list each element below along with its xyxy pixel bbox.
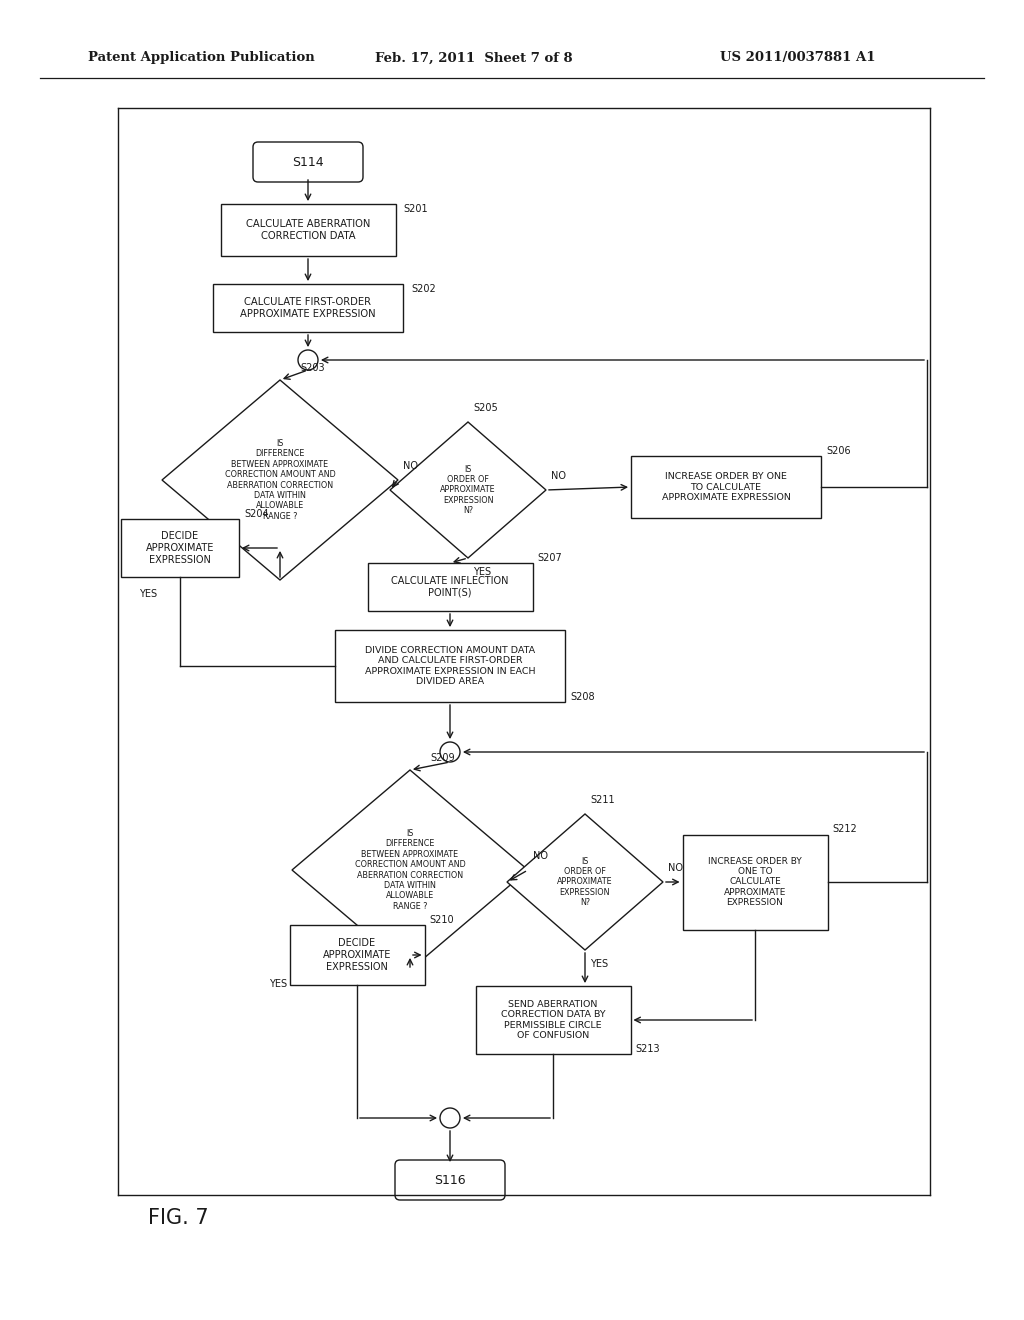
Text: Feb. 17, 2011  Sheet 7 of 8: Feb. 17, 2011 Sheet 7 of 8 — [375, 51, 572, 65]
Bar — [631, 455, 821, 517]
Text: SEND ABERRATION
CORRECTION DATA BY
PERMISSIBLE CIRCLE
OF CONFUSION: SEND ABERRATION CORRECTION DATA BY PERMI… — [501, 1001, 605, 1040]
Bar — [121, 519, 239, 577]
Text: S208: S208 — [570, 692, 595, 702]
Text: YES: YES — [590, 960, 608, 969]
Text: S116: S116 — [434, 1173, 466, 1187]
Text: S209: S209 — [430, 752, 455, 763]
Bar — [220, 205, 395, 256]
Text: FIG. 7: FIG. 7 — [148, 1208, 209, 1228]
Text: INCREASE ORDER BY ONE
TO CALCULATE
APPROXIMATE EXPRESSION: INCREASE ORDER BY ONE TO CALCULATE APPRO… — [662, 473, 791, 502]
Text: CALCULATE ABERRATION
CORRECTION DATA: CALCULATE ABERRATION CORRECTION DATA — [246, 219, 371, 240]
Text: CALCULATE FIRST-ORDER
APPROXIMATE EXPRESSION: CALCULATE FIRST-ORDER APPROXIMATE EXPRES… — [241, 297, 376, 319]
Text: S212: S212 — [833, 825, 857, 834]
Text: NO: NO — [403, 461, 418, 471]
Text: US 2011/0037881 A1: US 2011/0037881 A1 — [720, 51, 876, 65]
Polygon shape — [507, 814, 663, 950]
Circle shape — [440, 742, 460, 762]
Polygon shape — [390, 422, 546, 558]
Text: S206: S206 — [826, 446, 851, 455]
Text: S211: S211 — [590, 795, 614, 805]
Polygon shape — [292, 770, 528, 970]
Text: YES: YES — [473, 568, 492, 577]
Text: IS
DIFFERENCE
BETWEEN APPROXIMATE
CORRECTION AMOUNT AND
ABERRATION CORRECTION
DA: IS DIFFERENCE BETWEEN APPROXIMATE CORREC… — [354, 829, 465, 911]
Text: S202: S202 — [411, 284, 436, 294]
Text: IS
DIFFERENCE
BETWEEN APPROXIMATE
CORRECTION AMOUNT AND
ABERRATION CORRECTION
DA: IS DIFFERENCE BETWEEN APPROXIMATE CORREC… — [224, 440, 336, 521]
Text: NO: NO — [551, 471, 566, 480]
Bar — [290, 925, 425, 985]
Text: Patent Application Publication: Patent Application Publication — [88, 51, 314, 65]
Text: DECIDE
APPROXIMATE
EXPRESSION: DECIDE APPROXIMATE EXPRESSION — [323, 939, 391, 972]
Text: S204: S204 — [244, 510, 268, 519]
Text: IS
ORDER OF
APPROXIMATE
EXPRESSION
N?: IS ORDER OF APPROXIMATE EXPRESSION N? — [557, 857, 612, 907]
Polygon shape — [162, 380, 398, 579]
FancyBboxPatch shape — [253, 143, 362, 182]
Text: S203: S203 — [300, 363, 325, 374]
Text: S205: S205 — [473, 403, 498, 413]
Bar — [335, 630, 565, 702]
Text: DIVIDE CORRECTION AMOUNT DATA
AND CALCULATE FIRST-ORDER
APPROXIMATE EXPRESSION I: DIVIDE CORRECTION AMOUNT DATA AND CALCUL… — [365, 645, 536, 686]
Text: YES: YES — [269, 979, 287, 989]
Circle shape — [440, 1107, 460, 1129]
Text: NO: NO — [668, 863, 683, 873]
Text: S207: S207 — [538, 553, 562, 564]
Text: S201: S201 — [403, 205, 428, 214]
Text: CALCULATE INFLECTION
POINT(S): CALCULATE INFLECTION POINT(S) — [391, 577, 509, 598]
Text: YES: YES — [139, 589, 157, 599]
Bar — [475, 986, 631, 1053]
Text: NO: NO — [534, 851, 548, 861]
Bar — [368, 564, 532, 611]
Bar — [213, 284, 403, 333]
Text: INCREASE ORDER BY
ONE TO
CALCULATE
APPROXIMATE
EXPRESSION: INCREASE ORDER BY ONE TO CALCULATE APPRO… — [709, 857, 802, 907]
Text: S213: S213 — [636, 1044, 660, 1053]
Text: DECIDE
APPROXIMATE
EXPRESSION: DECIDE APPROXIMATE EXPRESSION — [145, 532, 214, 565]
Text: S210: S210 — [429, 915, 454, 925]
FancyBboxPatch shape — [395, 1160, 505, 1200]
Bar — [683, 834, 827, 929]
Text: S114: S114 — [292, 156, 324, 169]
Text: IS
ORDER OF
APPROXIMATE
EXPRESSION
N?: IS ORDER OF APPROXIMATE EXPRESSION N? — [440, 465, 496, 515]
Circle shape — [298, 350, 318, 370]
